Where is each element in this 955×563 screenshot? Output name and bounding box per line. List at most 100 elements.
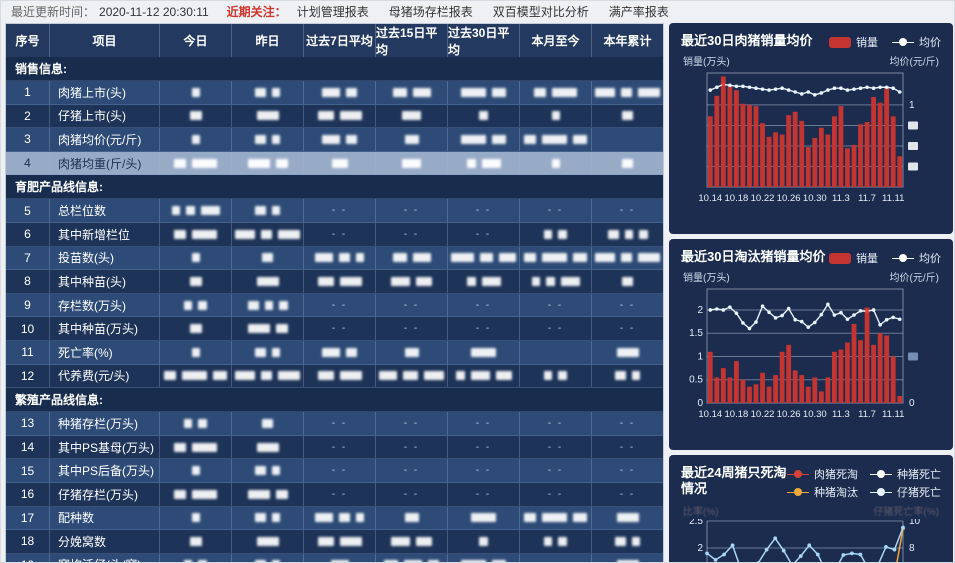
no-data-dash: - - — [475, 299, 492, 311]
value-cell — [376, 104, 448, 128]
redacted-value — [346, 134, 357, 144]
table-row[interactable]: 15 其中PS后备(万头) - - - - - - - - - - — [6, 459, 663, 483]
no-data-dash: - - — [619, 299, 636, 311]
row-number: 15 — [6, 459, 50, 482]
value-cell — [448, 364, 520, 388]
table-row[interactable]: 3 肉猪均价(元/斤) — [6, 128, 663, 152]
legend-label: 肉猪死淘 — [814, 469, 858, 481]
table-row[interactable]: 8 其中种苗(头) — [6, 270, 663, 294]
table-row[interactable]: 1 肉猪上市(头) — [6, 81, 663, 105]
redacted-value — [404, 134, 419, 144]
row-number: 13 — [6, 412, 50, 435]
no-data-dash: - - — [331, 299, 348, 311]
redacted-value — [191, 134, 200, 144]
redacted-value — [544, 229, 552, 239]
row-label: 肉猪均价(元/斤) — [50, 128, 160, 151]
link-model-compare[interactable]: 双百模型对比分析 — [492, 5, 589, 19]
no-data-dash: - - — [547, 323, 564, 335]
redacted-value — [356, 253, 364, 263]
chart-title: 最近24周猪只死淘情况 — [681, 465, 787, 496]
redacted-value — [262, 253, 273, 263]
redacted-value — [466, 276, 476, 286]
table-row[interactable]: 7 投苗数(头) — [6, 246, 663, 271]
value-cell: - - — [376, 435, 448, 459]
table-row[interactable]: 17 配种数 — [6, 506, 663, 531]
value-cell — [160, 340, 232, 364]
value-cell — [160, 317, 232, 340]
row-number: 8 — [6, 270, 50, 293]
value-cell — [592, 128, 663, 151]
redacted-value — [339, 276, 362, 286]
focus-label: 近期关注： — [226, 5, 287, 19]
table-row[interactable]: 4 肉猪均重(斤/头) — [6, 151, 663, 176]
no-data-dash: - - — [547, 441, 564, 453]
value-cell — [232, 81, 304, 104]
row-label: 其中种苗(头) — [50, 270, 160, 293]
value-cell — [376, 128, 448, 151]
no-data-dash: - - — [475, 205, 492, 217]
y-left-axis-label: 销量(万头) — [683, 273, 730, 284]
link-capacity-report[interactable]: 满产率报表 — [608, 5, 669, 19]
redacted-value — [315, 253, 333, 263]
column-header: 本月至今 — [520, 24, 592, 57]
redacted-value — [479, 111, 488, 121]
table-row[interactable]: 13 种猪存栏(万头) - - - - - - - - - - — [6, 412, 663, 436]
table-row[interactable]: 5 总栏位数 - - - - - - - - - - — [6, 199, 663, 223]
table-row[interactable]: 12 代养费(元/头) — [6, 364, 663, 389]
redacted-value — [470, 371, 490, 381]
row-number: 4 — [6, 151, 50, 175]
redacted-value — [255, 347, 266, 357]
value-cell — [448, 270, 520, 293]
value-cell — [448, 151, 520, 175]
updated-label: 最近更新时间： — [11, 5, 96, 19]
value-cell — [592, 365, 663, 388]
redacted-value — [256, 536, 279, 546]
redacted-value — [471, 513, 496, 523]
table-row[interactable]: 19窝均活仔(头/窝) — [6, 553, 663, 562]
value-cell: - - — [448, 293, 520, 317]
redacted-value — [620, 253, 632, 263]
table-row[interactable]: 9 存栏数(万头) - - - - - - - - - - — [6, 293, 663, 318]
legend-item: 仔猪死亡 — [870, 484, 941, 500]
no-data-dash: - - — [403, 205, 420, 217]
redacted-value — [272, 87, 280, 97]
value-cell — [304, 506, 376, 530]
svg-text:10.30: 10.30 — [803, 193, 827, 204]
no-data-dash: - - — [403, 299, 420, 311]
value-cell — [160, 151, 232, 175]
table-row[interactable]: 11 死亡率(%) — [6, 340, 663, 365]
redacted-value — [275, 489, 288, 499]
value-cell — [376, 530, 448, 553]
svg-text:2: 2 — [697, 543, 703, 554]
value-cell — [376, 364, 448, 388]
value-cell — [160, 435, 232, 459]
table-row[interactable]: 14 其中PS基母(万头) - - - - - - - - - - — [6, 435, 663, 460]
value-cell: - - — [376, 412, 448, 435]
value-cell: - - — [592, 483, 663, 506]
chart-panel-death-cull: 最近24周猪只死淘情况 肉猪死淘 种猪死亡 种猪淘汰 仔猪死亡 比率(%) 仔猪死亡率… — [669, 455, 953, 562]
value-cell — [592, 530, 663, 553]
table-row[interactable]: 18 分娩窝数 — [6, 530, 663, 554]
chart-legend: 肉猪死淘 种猪死亡 种猪淘汰 仔猪死亡 — [787, 463, 941, 500]
redacted-value — [247, 489, 270, 499]
redacted-value — [466, 158, 476, 168]
redacted-value — [331, 158, 348, 168]
table-row[interactable]: 16 仔猪存栏(万头) - - - - - - - - - - — [6, 482, 663, 507]
redacted-value — [534, 87, 546, 97]
row-label: 其中PS后备(万头) — [50, 459, 160, 482]
no-data-dash: - - — [619, 465, 636, 477]
link-sow-farm-report[interactable]: 母猪场存栏报表 — [388, 5, 473, 19]
value-cell — [592, 105, 663, 128]
column-header: 今日 — [160, 24, 232, 57]
table-row[interactable]: 6 其中新增栏位 - - - - - - — [6, 222, 663, 247]
row-number: 18 — [6, 530, 50, 553]
table-row[interactable]: 2 仔猪上市(头) — [6, 104, 663, 129]
no-data-dash: - - — [331, 417, 348, 429]
row-number: 6 — [6, 222, 50, 246]
table-header: 序号 项目 今日 昨日 过去7日平均 过去15日平均 过去30日平均 本月至今 本年累计 — [6, 24, 663, 57]
redacted-value — [317, 111, 334, 121]
redacted-value — [191, 253, 200, 263]
link-plan-report[interactable]: 计划管理报表 — [296, 5, 369, 19]
svg-text:11.3: 11.3 — [832, 193, 850, 204]
table-row[interactable]: 10 其中种苗(万头) - - - - - - - - - - — [6, 317, 663, 341]
